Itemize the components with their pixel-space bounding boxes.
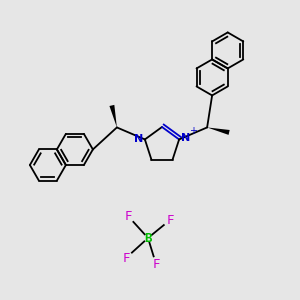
Text: F: F (152, 257, 160, 271)
Polygon shape (110, 105, 117, 128)
Text: B: B (144, 232, 152, 244)
Text: F: F (122, 251, 130, 265)
Text: +: + (189, 126, 197, 136)
Text: N: N (134, 134, 143, 144)
Text: F: F (166, 214, 174, 226)
Text: F: F (124, 209, 132, 223)
Polygon shape (207, 128, 230, 135)
Text: N: N (181, 134, 190, 143)
